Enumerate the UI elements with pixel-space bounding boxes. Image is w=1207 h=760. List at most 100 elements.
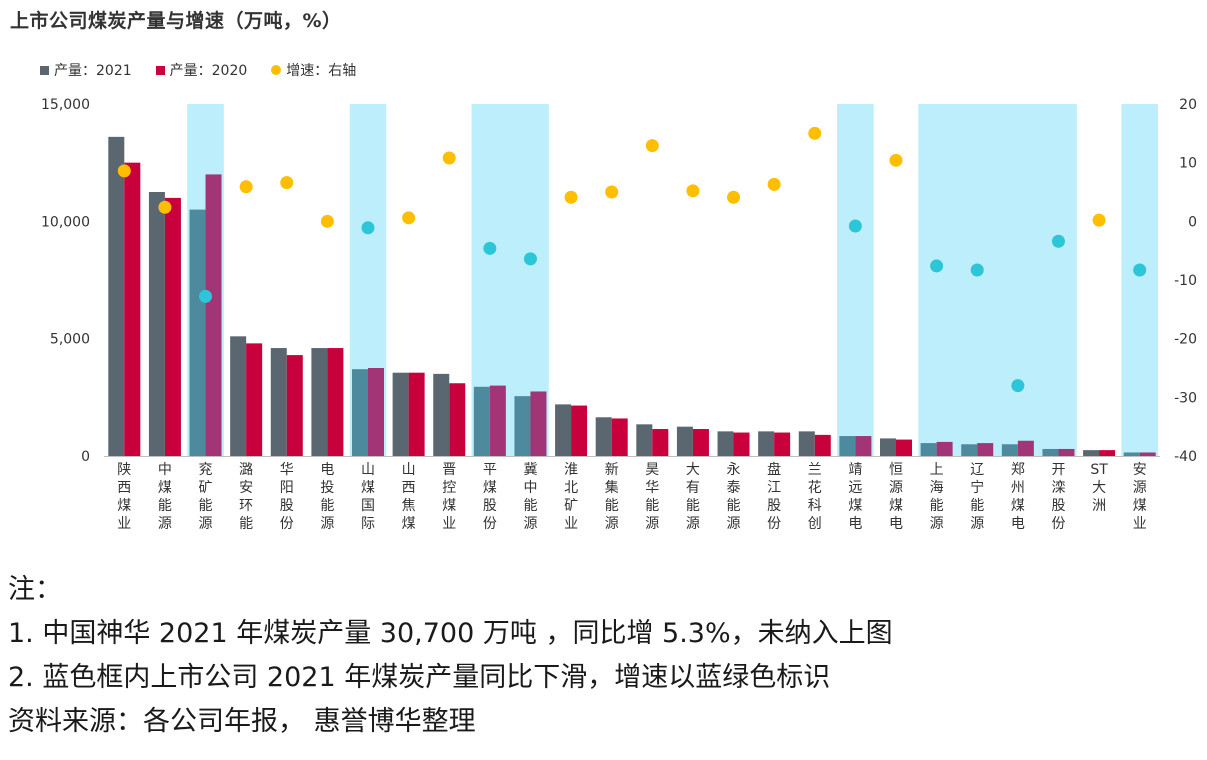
x-tick-label: 淮北矿业	[564, 462, 578, 532]
y-right-tick-label: -40	[1174, 449, 1197, 465]
bar-2020	[774, 432, 791, 456]
bar-2021	[595, 417, 612, 456]
bar-2020	[286, 355, 303, 456]
y-right-tick-label: 0	[1188, 214, 1197, 230]
x-tick-label: 兖矿能源	[199, 462, 213, 532]
bar-2020	[1139, 452, 1156, 456]
bar-2020	[896, 439, 912, 456]
growth-dot	[767, 177, 781, 191]
y-left-tick-label: 15,000	[41, 97, 90, 113]
bar-2021	[1001, 444, 1018, 456]
bar-2020	[1058, 448, 1075, 456]
bar-2021	[717, 431, 734, 456]
notes-block: 注： 1. 中国神华 2021 年煤炭产量 30,700 万吨 ，同比增 5.3…	[8, 568, 893, 744]
legend-label-2021: 产量：2021	[54, 63, 132, 79]
bar-2020	[692, 429, 709, 456]
growth-dot	[930, 259, 944, 273]
x-tick-label: 盘江股份	[767, 461, 781, 532]
note-source: 资料来源：各公司年报， 惠誉博华整理	[8, 706, 476, 737]
growth-dot	[645, 139, 659, 153]
bar-2020	[936, 441, 953, 456]
bar-2020	[571, 405, 588, 456]
bar-2020	[977, 443, 994, 456]
bar-2021	[352, 369, 368, 456]
growth-dot	[442, 151, 456, 165]
note-line-1: 1. 中国神华 2021 年煤炭产量 30,700 万吨 ，同比增 5.3%，未…	[8, 618, 893, 649]
y-right-tick-label: -20	[1174, 332, 1197, 348]
growth-dot	[686, 184, 700, 198]
bar-2020	[1017, 440, 1034, 456]
bar-2021	[636, 424, 653, 456]
x-tick-label: 中煤能源	[158, 462, 172, 532]
growth-dot	[1051, 234, 1065, 248]
x-tick-label: 电投能源	[320, 462, 334, 532]
bar-2020	[124, 162, 141, 456]
legend-swatch-2020	[155, 65, 165, 75]
growth-dot	[280, 176, 294, 190]
highlight-band	[918, 104, 1077, 456]
growth-dot	[117, 164, 131, 178]
bar-2021	[189, 209, 206, 456]
x-tick-label: 华阳股份	[280, 462, 294, 532]
chart-title: 上市公司煤炭产量与增速（万吨，%）	[10, 10, 342, 32]
growth-dot	[1133, 263, 1147, 277]
growth-dot	[808, 126, 822, 140]
bar-2021	[230, 336, 247, 456]
x-tick-label: 潞安环能	[239, 462, 253, 532]
growth-dot	[889, 153, 903, 167]
y-right-tick-label: 10	[1179, 156, 1197, 172]
bar-2021	[961, 444, 978, 456]
bar-2020	[652, 429, 669, 456]
highlight-band	[837, 104, 874, 456]
bar-2021	[758, 431, 775, 456]
bar-2020	[449, 383, 466, 456]
legend-item-2020: 产量：2020	[155, 60, 248, 80]
x-tick-label: 山西焦煤	[402, 462, 416, 532]
x-tick-label: 晋控煤业	[442, 462, 456, 532]
y-left-tick-label: 5,000	[50, 332, 90, 348]
bar-2021	[514, 396, 531, 456]
y-left-tick-label: 0	[81, 449, 90, 465]
bar-2021	[148, 192, 165, 456]
legend-label-2020: 产量：2020	[169, 63, 248, 79]
growth-dot	[727, 190, 741, 204]
combo-chart: 0 5,000 10,000 15,000 -40 -30 -20 -10 0 10 20 陕西煤业 中…	[41, 97, 1197, 532]
bar-2020	[489, 385, 506, 456]
growth-dot	[483, 241, 497, 255]
bar-2020	[530, 391, 547, 456]
bar-2020	[855, 436, 872, 456]
bar-2020	[164, 197, 181, 456]
bar-2021	[270, 348, 287, 456]
bar-2020	[246, 343, 263, 456]
legend-item-2021: 产量：2021	[40, 60, 132, 80]
bar-2021	[311, 348, 328, 456]
x-tick-label: 陕西煤业	[117, 462, 131, 532]
growth-dot	[970, 263, 984, 277]
legend-label-growth: 增速：右轴	[286, 63, 357, 79]
bar-2021	[108, 136, 125, 456]
x-tick-label: 冀中能源	[523, 462, 537, 532]
bar-2020	[611, 418, 628, 456]
growth-dot	[605, 185, 619, 199]
growth-dot	[564, 190, 578, 204]
growth-dot	[848, 219, 862, 233]
legend-item-growth: 增速：右轴	[271, 60, 356, 80]
x-tick-label: 恒源煤电	[889, 462, 903, 532]
x-tick-label: 新集能源	[605, 462, 619, 532]
bar-2021	[1123, 452, 1140, 456]
chart-legend: 产量：2021 产量：2020 增速：右轴	[40, 60, 380, 80]
growth-dot	[320, 214, 334, 228]
legend-swatch-2021	[40, 65, 49, 75]
x-tick-label: 安源煤业	[1133, 462, 1147, 532]
x-tick-label: 昊华能源	[645, 462, 659, 532]
x-tick-label: 兰花科创	[808, 462, 822, 532]
growth-dot	[1092, 213, 1106, 227]
bar-2021	[473, 386, 490, 456]
growth-dot	[199, 289, 213, 303]
x-tick-label: 靖远煤电	[848, 462, 862, 532]
note-heading: 注：	[8, 574, 62, 605]
bar-2021	[839, 436, 856, 456]
bar-2020	[814, 434, 831, 456]
x-tick-label: 山煤国际	[361, 462, 375, 532]
highlight-band	[1121, 104, 1158, 456]
